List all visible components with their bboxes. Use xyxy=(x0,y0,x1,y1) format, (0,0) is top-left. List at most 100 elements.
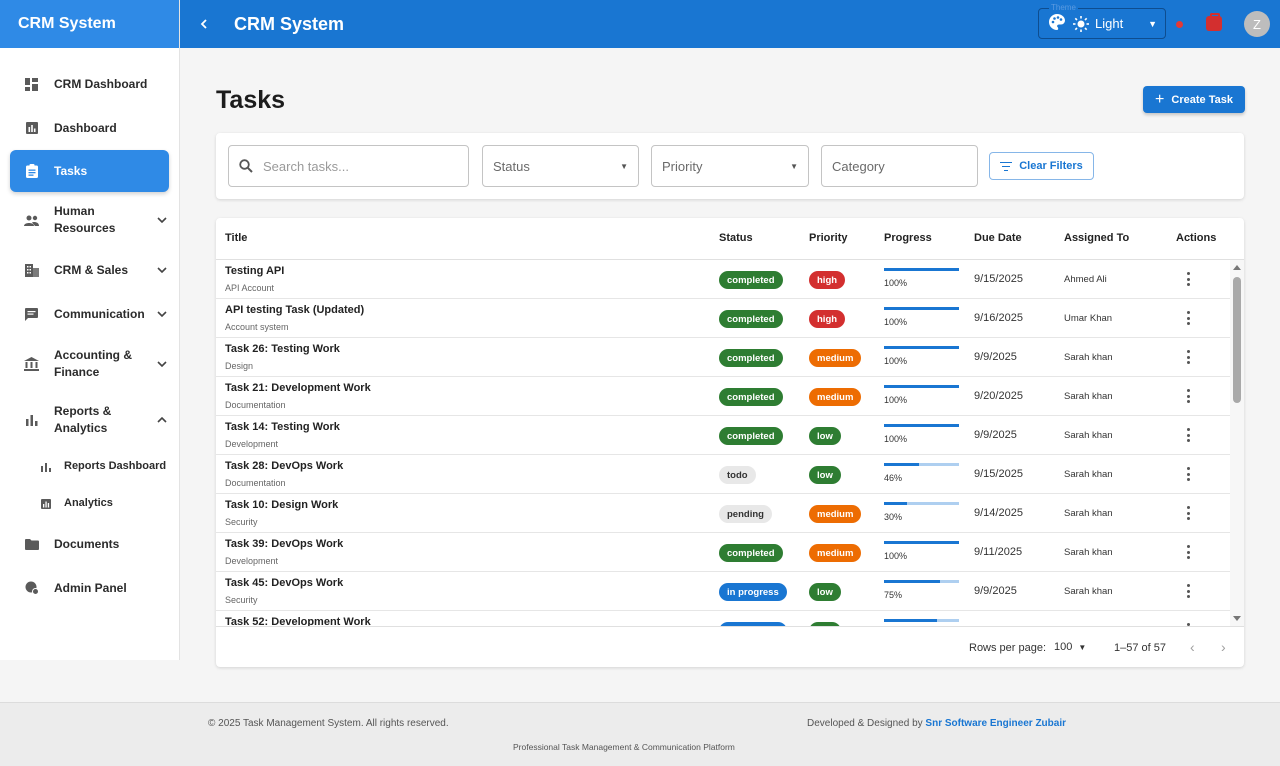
priority-select-label: Priority xyxy=(662,158,703,174)
task-title: API testing Task (Updated) xyxy=(225,304,365,316)
more-vert-icon[interactable] xyxy=(1182,582,1194,600)
clear-filters-button[interactable]: Clear Filters xyxy=(989,152,1094,180)
more-vert-icon[interactable] xyxy=(1182,348,1194,366)
task-category: Documentation xyxy=(225,400,286,410)
progress-bar-fill xyxy=(884,541,959,544)
status-badge: completed xyxy=(719,544,783,562)
more-vert-icon[interactable] xyxy=(1182,309,1194,327)
scroll-thumb[interactable] xyxy=(1233,277,1241,403)
rows-per-page-select[interactable]: 100 ▼ xyxy=(1054,641,1086,653)
sidebar-item-label: Reports Dashboard xyxy=(64,460,167,472)
sidebar-item-analytics[interactable]: Analytics xyxy=(0,485,179,522)
table-row[interactable]: Task 28: DevOps Work Documentation todo low… xyxy=(216,455,1230,494)
table-row[interactable]: Task 26: Testing Work Design completed medi… xyxy=(216,338,1230,377)
progress-label: 100% xyxy=(884,551,908,561)
table-row[interactable]: Testing API API Account completed high 100% 9… xyxy=(216,260,1230,299)
previous-page-icon[interactable]: ‹ xyxy=(1190,639,1195,655)
sidebar-item-label: CRM Dashboard xyxy=(54,76,148,91)
sidebar-item-label: Documents xyxy=(54,536,120,551)
avatar[interactable]: Z xyxy=(1244,11,1270,37)
more-vert-icon[interactable] xyxy=(1182,504,1194,522)
filter-list-icon xyxy=(1000,161,1013,171)
footer-developer[interactable]: Snr Software Engineer Zubair xyxy=(925,718,1067,729)
more-vert-icon[interactable] xyxy=(1182,621,1194,626)
sidebar-brand: CRM System xyxy=(0,0,179,48)
more-vert-icon[interactable] xyxy=(1182,387,1194,405)
sidebar-item-reports-dashboard[interactable]: Reports Dashboard xyxy=(0,448,179,485)
more-vert-icon[interactable] xyxy=(1182,465,1194,483)
column-header-priority[interactable]: Priority xyxy=(809,232,848,244)
more-vert-icon[interactable] xyxy=(1182,426,1194,444)
column-header-assigned-to[interactable]: Assigned To xyxy=(1064,232,1130,244)
search-placeholder: Search tasks... xyxy=(263,158,349,174)
task-title: Task 28: DevOps Work xyxy=(225,460,344,472)
column-header-title[interactable]: Title xyxy=(225,232,248,244)
sidebar-item-label: Accounting & Finance xyxy=(54,348,132,379)
progress-bar-fill xyxy=(884,346,959,349)
briefcase-icon[interactable] xyxy=(1206,13,1222,31)
bar-chart-icon xyxy=(40,459,52,474)
scroll-up-icon[interactable] xyxy=(1233,265,1241,270)
progress-bar-fill xyxy=(884,580,941,583)
sidebar-item-tasks[interactable]: Tasks xyxy=(10,150,169,192)
sidebar-item-label: CRM & Sales xyxy=(54,262,129,277)
table-row[interactable]: API testing Task (Updated) Account system… xyxy=(216,299,1230,338)
sidebar-item-admin-panel[interactable]: Admin Panel xyxy=(0,566,179,610)
sidebar-item-crm-sales[interactable]: CRM & Sales xyxy=(0,248,179,292)
notification-dot-icon[interactable] xyxy=(1176,21,1183,28)
due-date: 9/15/2025 xyxy=(974,273,1023,285)
status-select[interactable]: Status ▼ xyxy=(482,145,639,187)
category-input[interactable]: Category xyxy=(821,145,978,187)
status-badge: completed xyxy=(719,310,783,328)
analytics-icon xyxy=(24,413,39,428)
next-page-icon[interactable]: › xyxy=(1221,639,1226,655)
footer-credit-prefix: Developed & Designed by xyxy=(807,718,923,729)
progress-label: 30% xyxy=(884,512,903,522)
dropdown-arrow-icon: ▼ xyxy=(790,161,798,171)
bank-icon xyxy=(24,357,39,372)
column-header-actions: Actions xyxy=(1176,232,1217,244)
column-header-progress[interactable]: Progress xyxy=(884,232,932,244)
chevron-left-icon[interactable] xyxy=(200,17,214,32)
sidebar-item-reports-analytics[interactable]: Reports & Analytics xyxy=(0,392,179,448)
more-vert-icon[interactable] xyxy=(1182,543,1194,561)
task-title: Task 26: Testing Work xyxy=(225,343,340,355)
priority-select[interactable]: Priority ▼ xyxy=(651,145,809,187)
task-category: Security xyxy=(225,517,258,527)
table-row[interactable]: Task 45: DevOps Work Security in progress l… xyxy=(216,572,1230,611)
column-header-status[interactable]: Status xyxy=(719,232,753,244)
palette-icon xyxy=(1049,14,1065,33)
assigned-to: Sarah khan xyxy=(1064,352,1113,363)
sidebar-item-documents[interactable]: Documents xyxy=(0,522,179,566)
table-row[interactable]: Task 21: Development Work Documentation co… xyxy=(216,377,1230,416)
priority-badge: medium xyxy=(809,505,862,523)
status-badge: completed xyxy=(719,271,783,289)
progress-bar xyxy=(884,346,959,349)
sidebar-item-human-resources[interactable]: Human Resources xyxy=(0,192,179,248)
progress-label: 100% xyxy=(884,317,908,327)
theme-select[interactable]: Theme Light ▼ xyxy=(1038,3,1166,39)
task-title: Task 10: Design Work xyxy=(225,499,339,511)
table-body: Testing API API Account completed high 100% 9… xyxy=(216,260,1230,626)
column-header-due-date[interactable]: Due Date xyxy=(974,232,1022,244)
task-title: Task 14: Testing Work xyxy=(225,421,340,433)
table-row[interactable]: Task 39: DevOps Work Development completed… xyxy=(216,533,1230,572)
sidebar-item-accounting-finance[interactable]: Accounting & Finance xyxy=(0,336,179,392)
more-vert-icon[interactable] xyxy=(1182,270,1194,288)
table-row[interactable]: Task 10: Design Work Security pending mediu… xyxy=(216,494,1230,533)
due-date: 9/15/2025 xyxy=(974,468,1023,480)
progress-bar-fill xyxy=(884,502,907,505)
footer-credit: Developed & Designed by Snr Software Eng… xyxy=(807,718,1066,729)
sidebar: CRM System CRM Dashboard Dashboard Tasks… xyxy=(0,0,180,660)
create-task-button[interactable]: + Create Task xyxy=(1143,86,1245,113)
sidebar-item-communication[interactable]: Communication xyxy=(0,292,179,336)
sidebar-item-crm-dashboard[interactable]: CRM Dashboard xyxy=(0,62,179,106)
search-input[interactable]: Search tasks... xyxy=(228,145,469,187)
progress-bar xyxy=(884,385,959,388)
scroll-down-icon[interactable] xyxy=(1233,616,1241,621)
sidebar-item-label: Dashboard xyxy=(54,120,117,135)
table-row[interactable]: Task 14: Testing Work Development complete… xyxy=(216,416,1230,455)
table-row[interactable]: Task 52: Development Work in progress low xyxy=(216,611,1230,626)
table-scrollbar[interactable] xyxy=(1230,260,1244,626)
sidebar-item-dashboard[interactable]: Dashboard xyxy=(0,106,179,150)
